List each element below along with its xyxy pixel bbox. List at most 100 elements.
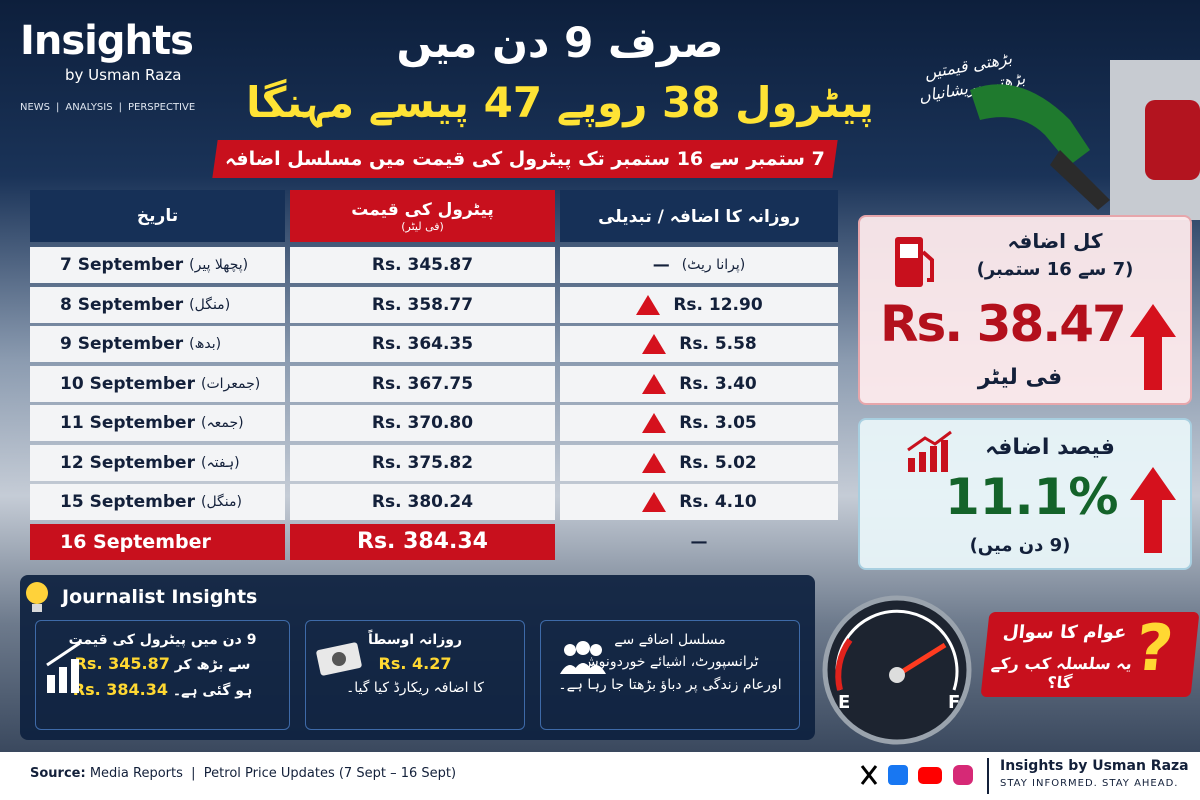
brand-sections: NEWS | ANALYSIS | PERSPECTIVE	[20, 102, 220, 113]
insights-title: Journalist Insights	[62, 586, 258, 608]
price-cell: Rs. 375.82	[290, 444, 555, 481]
date: 11 September	[60, 413, 195, 433]
date-cell: 7 September (پچھلا پیر)	[30, 247, 285, 283]
card-title: کل اضافہ	[1007, 229, 1103, 253]
up-triangle	[642, 334, 667, 354]
source-name: Media Reports	[89, 766, 183, 781]
source-detail: Petrol Price Updates (7 Sept – 16 Sept)	[203, 766, 457, 781]
x-icon[interactable]	[860, 765, 878, 785]
change: Rs. 5.58	[679, 334, 757, 354]
insight-text: ہو گئی ہے۔ Rs. 384.34	[36, 677, 289, 703]
up-triangle	[636, 294, 661, 315]
price: Rs. 370.80	[371, 413, 474, 433]
table-header: پیٹرول کی قیمت (فی لیٹر)	[290, 190, 555, 242]
question-mark: ?	[1131, 612, 1177, 686]
date: 16 September	[60, 530, 211, 553]
money-icon	[316, 642, 362, 676]
facebook-icon[interactable]	[888, 765, 908, 785]
source-label: Source:	[30, 766, 86, 781]
question-box: عوام کا سوال یہ سلسلہ کب رکے گا؟ ?	[980, 612, 1200, 697]
insights-panel	[20, 575, 815, 740]
insight-text: روزانہ اوسطاً	[367, 632, 463, 648]
total-card: کل اضافہ (7 سے 16 ستمبر) Rs. 38.47 فی لی…	[858, 215, 1192, 405]
date-cell: 8 September (منگل)	[30, 286, 285, 323]
weekday: (پچھلا پیر)	[189, 257, 249, 273]
date: 9 September	[60, 334, 184, 354]
instagram-icon[interactable]	[953, 765, 973, 785]
gauge-label: F	[948, 692, 960, 713]
up-arrow	[1130, 467, 1176, 553]
change-cell: Rs. 4.10	[560, 484, 838, 520]
fuel-icon	[895, 237, 934, 287]
insight-text: 9 دن میں پیٹرول کی قیمت	[68, 632, 257, 648]
date-cell: 11 September (جمعہ)	[30, 405, 285, 441]
date: 12 September	[60, 452, 195, 473]
footer: Source: Media Reports | Petrol Price Upd…	[0, 752, 1200, 800]
price-cell: Rs. 364.35	[290, 326, 555, 362]
insight-text: سے بڑھ کر	[174, 657, 251, 674]
section: ANALYSIS	[65, 102, 113, 113]
price: Rs. 345.87	[371, 255, 474, 275]
question-text: یہ سلسلہ کب رکے گا؟	[990, 654, 1133, 692]
header-text: روزانہ کا اضافہ / تبدیلی	[598, 206, 800, 227]
change-cell: Rs. 12.90	[560, 286, 838, 323]
table-header: تاریخ	[30, 190, 285, 242]
price: Rs. 384.34	[357, 529, 488, 554]
insight-text: ہو گئی ہے۔	[172, 682, 253, 699]
youtube-icon[interactable]	[918, 767, 942, 784]
chart-icon	[907, 430, 952, 472]
insight-text: کا اضافہ ریکارڈ کیا گیا۔	[346, 679, 484, 696]
up-triangle	[642, 452, 667, 473]
weekday: (منگل)	[200, 494, 242, 510]
date-cell: 10 September (جمعرات)	[30, 365, 285, 402]
price-cell: Rs. 345.87	[290, 247, 555, 283]
price-cell: Rs. 367.75	[290, 365, 555, 402]
percent-card: فیصد اضافہ 11.1% (9 دن میں)	[858, 418, 1192, 570]
date-cell: 15 September (منگل)	[30, 484, 285, 520]
change: Rs. 4.10	[679, 492, 757, 512]
change-cell: Rs. 5.58	[560, 326, 838, 362]
price-cell: Rs. 370.80	[290, 405, 555, 441]
card-title: فیصد اضافہ	[985, 435, 1115, 460]
bulb-icon	[26, 582, 48, 612]
growth-icon	[46, 641, 81, 693]
date-cell: 12 September (ہفتہ)	[30, 444, 285, 481]
section: PERSPECTIVE	[127, 102, 196, 113]
fuel-nozzle	[970, 60, 1200, 220]
date-cell: 9 September (بدھ)	[30, 326, 285, 362]
insight-value: Rs. 384.34	[72, 679, 168, 699]
insight-text: اورعام زندگی پر دباؤ بڑھتا جا رہا ہے۔	[558, 676, 782, 693]
price: Rs. 380.24	[371, 492, 474, 512]
fuel-gauge: E F	[822, 595, 972, 745]
price-cell: Rs. 384.34	[290, 523, 555, 560]
change: Rs. 3.40	[679, 373, 757, 394]
price: Rs. 375.82	[371, 452, 474, 473]
change-cell: Rs. 3.05	[560, 405, 838, 441]
separator: |	[56, 102, 60, 113]
nozzle-spout	[1050, 150, 1110, 210]
weekday: (جمعرات)	[200, 375, 261, 392]
up-triangle	[642, 413, 667, 433]
insight-text: مسلسل اضافے سے	[614, 632, 726, 648]
change-cell: — (پرانا ریٹ)	[560, 247, 838, 283]
subtitle: 7 ستمبر سے 16 ستمبر تک پیٹرول کی قیمت می…	[225, 148, 825, 170]
insight-value: Rs. 345.87	[74, 654, 170, 674]
table-header: روزانہ کا اضافہ / تبدیلی	[560, 190, 838, 242]
insight-box: روزانہ اوسطاً Rs. 4.27 کا اضافہ ریکارڈ ک…	[305, 620, 525, 730]
question-title: عوام کا سوال	[1001, 622, 1128, 643]
change: Rs. 5.02	[679, 452, 757, 473]
insight-value: Rs. 4.27	[378, 654, 452, 674]
nozzle-handle	[970, 84, 1090, 165]
section: NEWS	[20, 102, 51, 113]
gauge-label: E	[838, 692, 850, 713]
date: 15 September	[60, 492, 195, 512]
header-text: تاریخ	[136, 206, 179, 226]
total-value: Rs. 38.47	[880, 295, 1127, 353]
separator: |	[118, 102, 122, 113]
price-cell: Rs. 380.24	[290, 484, 555, 520]
insight-box: مسلسل اضافے سے ٹرانسپورٹ، اشیائے خوردونو…	[540, 620, 800, 730]
price: Rs. 358.77	[371, 294, 474, 315]
change: —	[652, 255, 670, 275]
change-cell: —	[560, 524, 838, 560]
